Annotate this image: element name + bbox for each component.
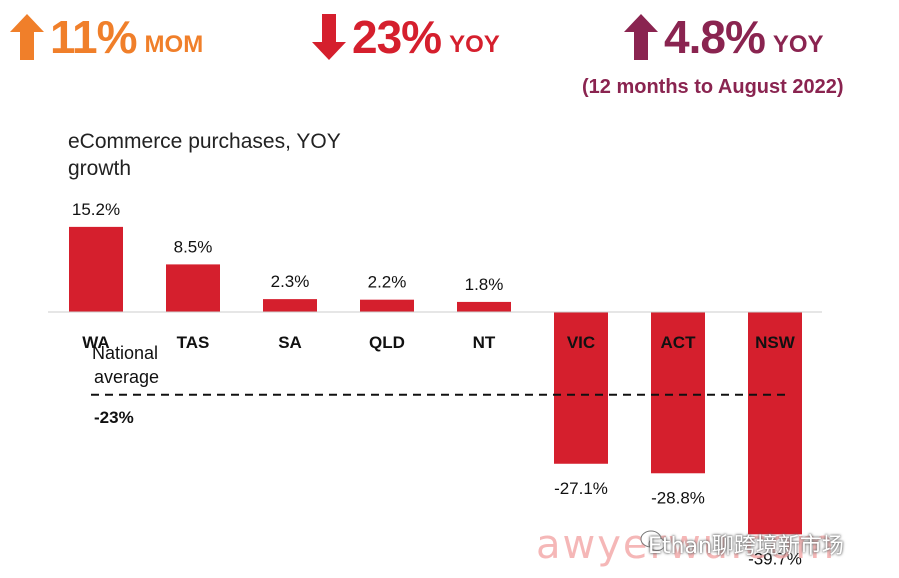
category-label: SA bbox=[278, 333, 302, 352]
value-label: -27.1% bbox=[554, 479, 608, 498]
kpi-unit: MOM bbox=[144, 31, 204, 58]
bar-vic bbox=[554, 312, 608, 464]
kpi-note: (12 months to August 2022) bbox=[582, 76, 844, 98]
wechat-icon bbox=[640, 530, 666, 551]
chart-title: eCommerce purchases, YOY growth bbox=[68, 130, 341, 180]
reference-label: National bbox=[92, 343, 158, 363]
bar-nt bbox=[457, 301, 511, 312]
kpi-unit: YOY bbox=[772, 31, 824, 58]
kpi-value: 4.8% bbox=[664, 11, 766, 63]
arrow-down-icon bbox=[312, 14, 346, 60]
arrow-up-icon bbox=[10, 14, 44, 60]
arrow-up-icon bbox=[624, 14, 658, 60]
value-label: 1.8% bbox=[465, 275, 504, 294]
value-label: 2.2% bbox=[368, 273, 407, 292]
bar-tas bbox=[166, 264, 220, 312]
category-label: ACT bbox=[661, 333, 697, 352]
value-label: 8.5% bbox=[174, 237, 213, 256]
kpi-mom: 11% MOM bbox=[10, 14, 203, 60]
kpi-unit: YOY bbox=[449, 31, 500, 58]
category-label: WA bbox=[82, 333, 109, 352]
bar-sa bbox=[263, 299, 317, 312]
category-label: VIC bbox=[567, 333, 595, 352]
value-label: -39.7% bbox=[748, 549, 802, 568]
watermark: awyerwu.com bbox=[536, 522, 837, 568]
kpi-value: 23% bbox=[352, 11, 442, 63]
kpi-yoy-annual: 4.8% YOY bbox=[624, 14, 824, 60]
category-label: NSW bbox=[755, 333, 796, 352]
bar-act bbox=[651, 312, 705, 474]
value-label: -28.8% bbox=[651, 488, 705, 507]
bar-qld bbox=[360, 299, 414, 312]
bar-wa bbox=[69, 226, 123, 312]
reference-value-label: -23% bbox=[94, 408, 134, 427]
value-label: 15.2% bbox=[72, 200, 120, 219]
category-label: QLD bbox=[369, 333, 405, 352]
watermark-overlay: Ethan聊跨境新市场 bbox=[648, 534, 844, 559]
reference-label: average bbox=[94, 367, 159, 387]
category-label: NT bbox=[473, 333, 496, 352]
value-label: 2.3% bbox=[271, 272, 310, 291]
bar-nsw bbox=[748, 312, 802, 535]
category-label: TAS bbox=[177, 333, 210, 352]
kpi-yoy-purchases: 23% YOY bbox=[312, 14, 500, 60]
kpi-value: 11% bbox=[50, 11, 138, 63]
